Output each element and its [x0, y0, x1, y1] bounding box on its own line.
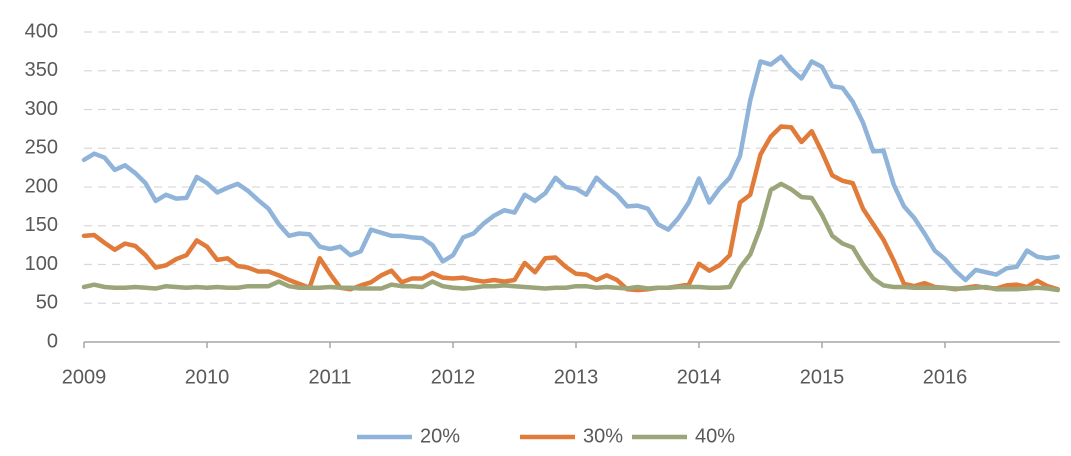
y-tick-label: 150	[25, 214, 58, 236]
legend-label: 40%	[695, 425, 735, 447]
x-tick-label: 2013	[554, 366, 599, 388]
x-tick-label: 2015	[800, 366, 845, 388]
y-tick-label: 400	[25, 20, 58, 42]
y-tick-label: 350	[25, 59, 58, 81]
series-line	[81, 124, 1060, 293]
y-tick-label: 300	[25, 98, 58, 120]
y-tick-label: 100	[25, 253, 58, 275]
legend-label: 20%	[420, 425, 460, 447]
x-tick-label: 2016	[923, 366, 968, 388]
legend-label: 30%	[583, 425, 623, 447]
x-tick-label: 2009	[62, 366, 107, 388]
x-tick-label: 2014	[677, 366, 722, 388]
series-line	[81, 54, 1060, 283]
x-tick-label: 2012	[431, 366, 476, 388]
y-tick-label: 200	[25, 175, 58, 197]
series-line	[81, 181, 1060, 293]
y-tick-label: 0	[47, 330, 58, 352]
y-tick-label: 250	[25, 137, 58, 159]
y-tick-label: 50	[36, 292, 58, 314]
x-tick-label: 2011	[308, 366, 351, 388]
x-tick-label: 2010	[185, 366, 230, 388]
